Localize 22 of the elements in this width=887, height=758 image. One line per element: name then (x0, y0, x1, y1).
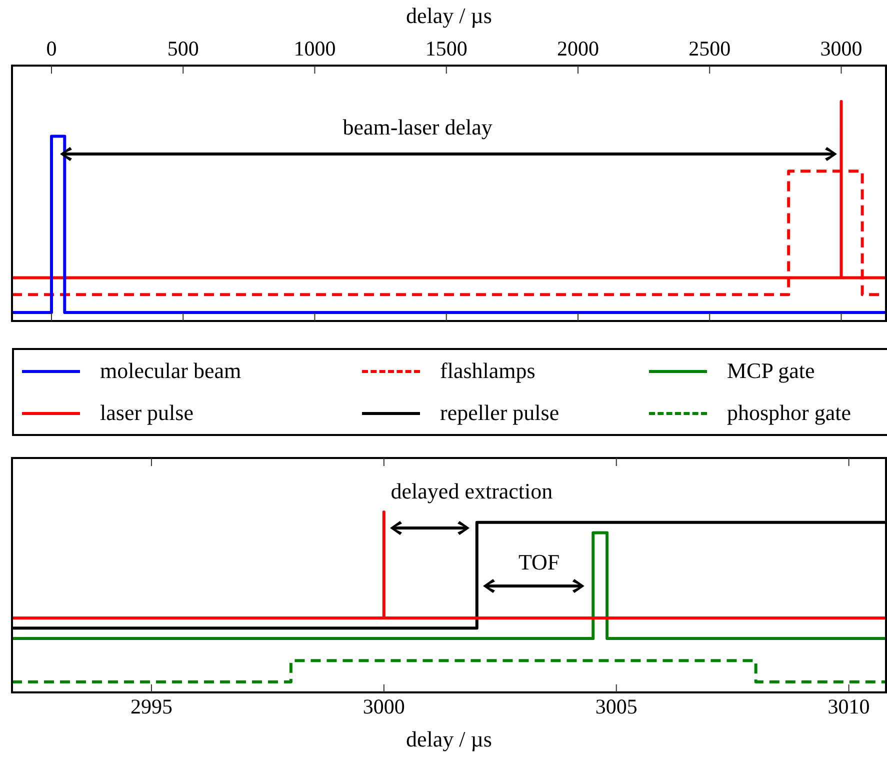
legend-label: MCP gate (727, 358, 815, 384)
legend-label: laser pulse (100, 400, 194, 426)
x-tick-label: 1500 (425, 36, 468, 61)
x-tick-label: 3000 (362, 694, 405, 719)
x-tick-label: 0 (46, 36, 57, 61)
annotation: TOF (518, 549, 560, 574)
annotation: beam-laser delay (342, 114, 492, 140)
x-tick-label: 500 (167, 36, 199, 61)
legend-label: molecular beam (100, 358, 242, 384)
x-tick-label: 2000 (556, 36, 599, 61)
legend-label: repeller pulse (440, 400, 560, 426)
text: delayed extraction (390, 478, 553, 504)
legend-label: flashlamps (440, 358, 536, 384)
x-tick-label: 3010 (828, 694, 870, 719)
x-tick-label: 3005 (595, 694, 638, 719)
legend-label: phosphor gate (727, 400, 852, 426)
x-tick-label: 2995 (130, 694, 172, 719)
x-tick-label: 2500 (688, 36, 731, 61)
x-tick-label: 1000 (294, 36, 336, 61)
x-tick-label: 3000 (820, 36, 862, 61)
x-axis-title: delay / µs (406, 2, 492, 28)
x-axis-title: delay / µs (406, 726, 492, 752)
